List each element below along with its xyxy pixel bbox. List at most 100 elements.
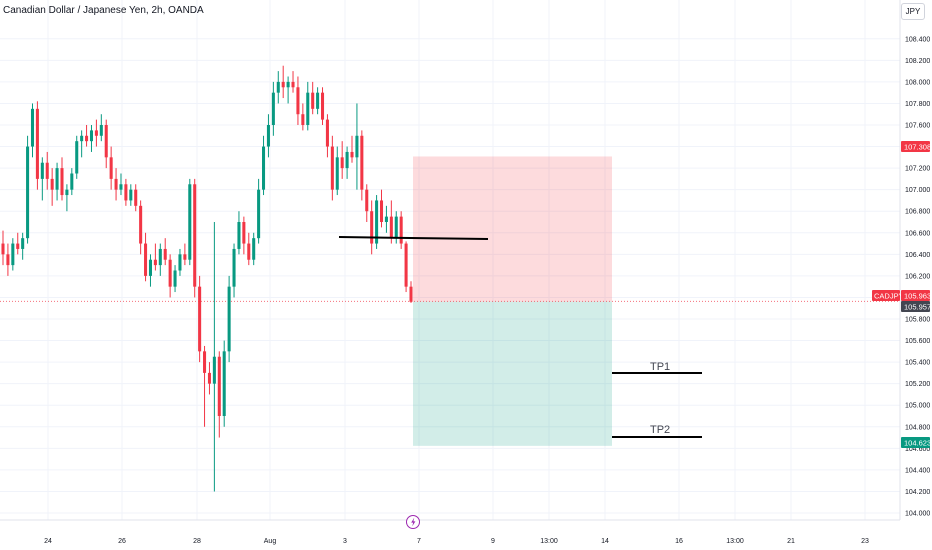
stop-loss-zone[interactable] <box>413 156 612 302</box>
candle-body <box>168 259 172 287</box>
y-tick-label: 104.600 <box>905 446 930 453</box>
candle-body <box>89 130 94 142</box>
candle-body <box>188 184 192 260</box>
x-tick-label: 28 <box>193 538 201 545</box>
resistance-trendline[interactable] <box>338 236 489 240</box>
candle-body <box>124 184 128 201</box>
candle-body <box>355 135 359 158</box>
x-tick-label: 9 <box>491 538 495 545</box>
y-tick-label: 108.400 <box>905 36 930 43</box>
candle-body <box>11 243 15 266</box>
x-tick-label: 13:00 <box>726 538 744 545</box>
candle-body <box>335 157 339 190</box>
candle-body <box>148 259 152 276</box>
x-tick-label: 3 <box>343 538 347 545</box>
candle-body <box>276 81 280 93</box>
candle-body <box>399 216 403 244</box>
candles <box>1 65 413 492</box>
candle-body <box>320 92 325 120</box>
x-tick-label: 23 <box>861 538 869 545</box>
candle-body <box>316 92 320 109</box>
lightning-icon[interactable] <box>406 515 420 529</box>
take-profit-zone[interactable] <box>413 301 612 446</box>
stop-price-tag <box>901 141 930 152</box>
x-tick-label: 7 <box>417 538 421 545</box>
currency-button[interactable]: JPY <box>901 3 925 20</box>
candle-body <box>104 125 108 158</box>
candle-body <box>119 184 123 190</box>
candle-body <box>26 146 30 239</box>
y-tick-label: 105.200 <box>905 381 930 388</box>
candle-body <box>311 92 315 109</box>
candle-body <box>266 125 270 147</box>
x-tick-label: 13:00 <box>540 538 558 545</box>
target-price-tag-text: 104.623 <box>904 439 931 448</box>
x-tick-label: Aug <box>264 538 277 545</box>
candle-body <box>370 211 374 244</box>
candle-body <box>252 238 256 260</box>
x-tick-label: 24 <box>44 538 52 545</box>
y-tick-label: 108.000 <box>905 79 930 86</box>
candle-body <box>134 189 138 206</box>
candle-body <box>217 356 221 416</box>
candle-body <box>330 146 334 190</box>
y-tick-label: 107.800 <box>905 101 930 108</box>
candle-body <box>207 372 211 384</box>
candle-body <box>30 108 35 147</box>
stop-price-tag-text: 107.308 <box>904 143 931 152</box>
candle-body <box>281 81 285 88</box>
candle-body <box>80 135 84 142</box>
candle-body <box>173 270 177 287</box>
x-tick-label: 26 <box>118 538 126 545</box>
candle-body <box>50 178 54 190</box>
candle-body <box>144 243 148 276</box>
candle-body <box>345 151 349 169</box>
y-tick-label: 105.000 <box>905 403 930 410</box>
y-tick-label: 108.200 <box>905 58 930 65</box>
candle-body <box>65 189 69 196</box>
symbol-title[interactable]: Canadian Dollar / Japanese Yen, 2h, OAND… <box>3 5 204 16</box>
y-tick-label: 104.200 <box>905 489 930 496</box>
candle-body <box>227 286 231 352</box>
candle-body <box>158 248 162 266</box>
user-drawings[interactable]: TP1 TP2 <box>338 236 702 438</box>
price-axis[interactable]: 108.400108.200108.000107.800107.600107.4… <box>899 0 930 520</box>
current-price-tag-text: 105.963 <box>904 292 931 301</box>
candle-body <box>178 254 182 271</box>
candle-body <box>40 162 44 179</box>
candle-body <box>203 351 207 373</box>
candle-body <box>291 81 295 88</box>
tp2-label: TP2 <box>650 424 670 436</box>
candle-body <box>394 216 398 239</box>
candle-body <box>21 238 25 249</box>
candle-body <box>286 81 290 88</box>
secondary-price-tag <box>901 301 930 312</box>
candle-body <box>232 248 236 287</box>
y-tick-label: 106.800 <box>905 209 930 216</box>
y-tick-label: 106.200 <box>905 273 930 280</box>
candle-body <box>16 243 20 249</box>
candle-body <box>35 108 39 179</box>
candle-body <box>262 146 266 190</box>
candle-body <box>350 151 354 158</box>
candle-body <box>6 254 10 266</box>
y-tick-label: 105.600 <box>905 338 930 345</box>
y-tick-label: 107.600 <box>905 123 930 130</box>
symbol-tag-text: CADJPY <box>874 292 904 301</box>
candle-body <box>153 259 157 266</box>
candle-body <box>109 157 113 179</box>
candle-body <box>163 248 167 260</box>
candle-body <box>301 114 305 125</box>
candle-body <box>257 189 261 239</box>
candle-body <box>1 243 5 255</box>
candle-body <box>306 92 310 125</box>
y-tick-label: 105.400 <box>905 360 930 367</box>
candle-body <box>375 200 379 244</box>
x-tick-label: 14 <box>601 538 609 545</box>
x-tick-label: 21 <box>787 538 795 545</box>
y-tick-label: 106.600 <box>905 230 930 237</box>
y-tick-label: 107.000 <box>905 187 930 194</box>
time-axis[interactable]: 24 26 28 Aug 3 7 9 13:00 14 16 13:00 21 23 <box>0 519 900 545</box>
symbol-tag <box>872 290 900 301</box>
